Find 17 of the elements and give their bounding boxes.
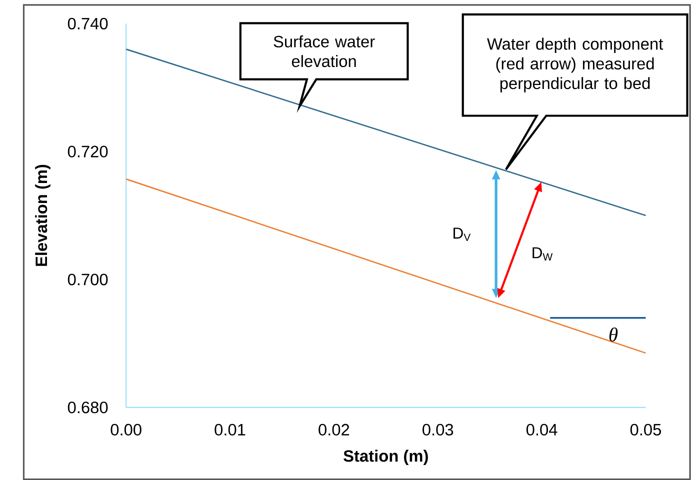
annotation: D$_{W}$	[532, 247, 553, 260]
y-tick-label: 0.740	[68, 18, 108, 30]
x-tick-label: 0.04	[526, 424, 558, 436]
x-tick-label: 0.03	[422, 424, 454, 436]
x-tick-label: 0.01	[214, 424, 246, 436]
x-tick-label: 0.00	[110, 424, 142, 436]
y-axis-title: Elevation (m)	[35, 164, 50, 266]
annotation: Water depth component (red arrow) measured perpendicular to bed	[486, 38, 664, 92]
y-tick-label: 0.680	[68, 402, 108, 414]
x-tick-label: 0.05	[630, 424, 661, 436]
x-axis-title: Station (m)	[344, 450, 428, 465]
annotation: θ	[609, 327, 618, 342]
annotation: Surface water elevation	[274, 35, 375, 67]
x-tick-label: 0.02	[318, 424, 350, 436]
y-tick-label: 0.720	[68, 146, 108, 158]
annotation: D$_{V}$	[454, 228, 471, 241]
y-tick-label: 0.700	[68, 274, 108, 286]
